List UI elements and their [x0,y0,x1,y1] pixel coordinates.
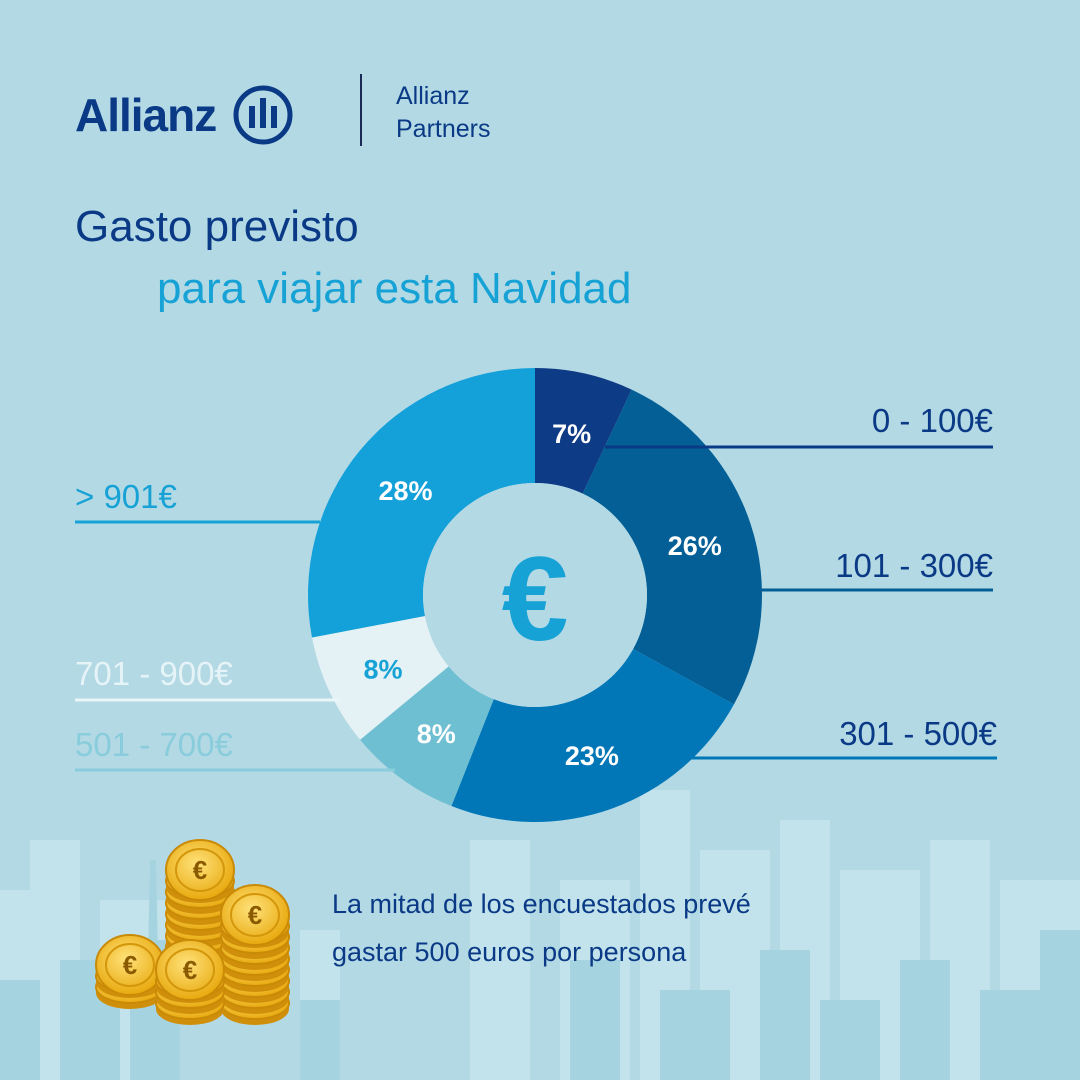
legend-range-label: > 901€ [75,478,177,515]
legend-range-label: 501 - 700€ [75,726,233,763]
legend-range-label: 301 - 500€ [839,715,997,752]
donut-slice [307,367,535,638]
donut-slice [535,367,632,494]
euro-icon: € [502,532,569,666]
svg-text:€: € [183,955,197,985]
slice-percent-label: 28% [379,476,433,506]
title-line2: para viajar esta Navidad [157,264,632,313]
donut-slice [451,648,734,822]
donut-slice [312,615,449,740]
legend-range-label: 0 - 100€ [871,402,993,439]
svg-text:€: € [193,855,207,885]
slice-percent-label: 8% [363,655,402,685]
slice-percent-label: 8% [417,719,456,749]
partners-line1: Allianz [396,82,470,110]
donut-hole [423,483,647,707]
allianz-eagle-icon [233,85,293,145]
partners-line2: Partners [396,115,491,143]
slice-percent-label: 26% [668,531,722,561]
survey-note: La mitad de los encuestados prevé gastar… [332,889,751,967]
allianz-brand: Allianz [75,80,294,150]
svg-text:€: € [248,900,262,930]
svg-text:€: € [123,950,137,980]
allianz-partners-brand: Allianz Partners [396,80,490,146]
title-line1: Gasto previsto [75,202,359,251]
slice-percent-label: 7% [552,419,591,449]
slice-percent-label: 23% [565,741,619,771]
legend-range-label: 701 - 900€ [75,655,233,692]
allianz-wordmark: Allianz [75,89,217,141]
donut-slice [582,389,762,705]
brand-divider [360,74,362,146]
legend-range-label: 101 - 300€ [835,547,993,584]
